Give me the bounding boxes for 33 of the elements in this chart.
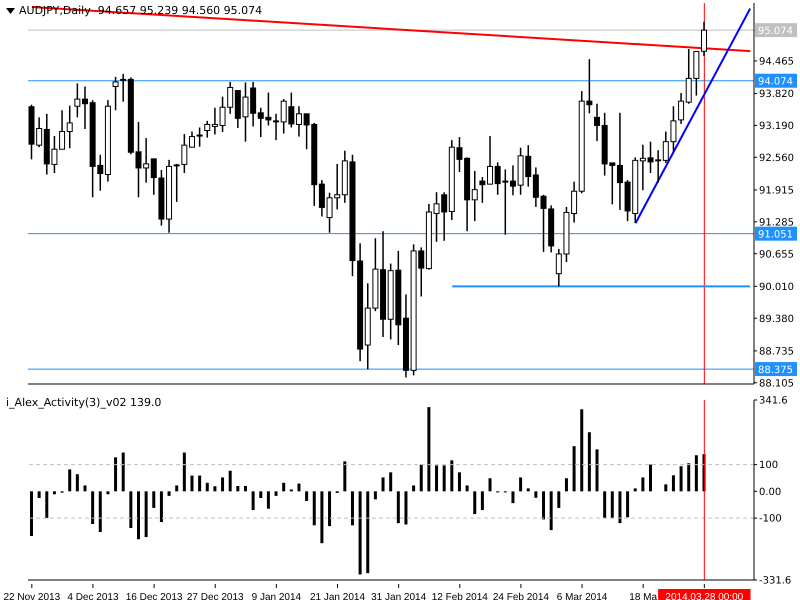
x-tick-label: 21 Jan 2014 <box>310 592 366 600</box>
x-tick-label: 4 Dec 2013 <box>67 592 119 600</box>
ref-line-label: 94.074 <box>758 76 793 88</box>
x-tick-label: 9 Jan 2014 <box>252 592 302 600</box>
y-tick-label: 93.820 <box>759 89 794 100</box>
x-tick-label: 31 Jan 2014 <box>371 592 427 600</box>
y-tick-label: 88.105 <box>759 378 794 390</box>
y-tick-label: 341.6 <box>759 396 788 407</box>
y-tick-label: 0.00 <box>759 486 782 498</box>
x-tick-label: 24 Feb 2014 <box>492 592 550 600</box>
x-tick-label: 22 Nov 2013 <box>3 592 61 600</box>
y-tick-label: 91.285 <box>759 217 794 228</box>
x-tick-label: 18 Ma <box>629 592 658 600</box>
y-tick-label: 90.655 <box>759 249 794 260</box>
x-tick-label: 16 Dec 2013 <box>126 592 183 600</box>
x-tick-label: 6 Mar 2014 <box>556 592 608 600</box>
y-tick-label: 94.465 <box>759 56 794 68</box>
y-tick-label: 93.190 <box>759 120 794 132</box>
x-tick-label: 27 Dec 2013 <box>186 592 244 600</box>
y-tick-label: 92.560 <box>759 152 794 164</box>
x-tick-label: 2014.03.28 00:00 <box>665 592 744 600</box>
ref-line-label: 88.375 <box>758 365 793 376</box>
y-tick-label: 90.010 <box>759 282 794 293</box>
chart-title: i_Alex_Activity(3)_v02 139.0 <box>6 396 162 409</box>
y-tick-label: -100 <box>759 514 782 525</box>
y-tick-label: 88.735 <box>759 346 794 358</box>
ref-line-label: 95.074 <box>758 26 793 38</box>
y-tick-label: 89.380 <box>759 314 794 325</box>
y-tick-label: 100 <box>759 460 778 472</box>
y-tick-label: 91.915 <box>759 186 794 197</box>
x-tick-label: 12 Feb 2014 <box>432 592 488 600</box>
ref-line-label: 91.051 <box>758 230 793 241</box>
y-tick-label: -331.6 <box>759 576 792 587</box>
